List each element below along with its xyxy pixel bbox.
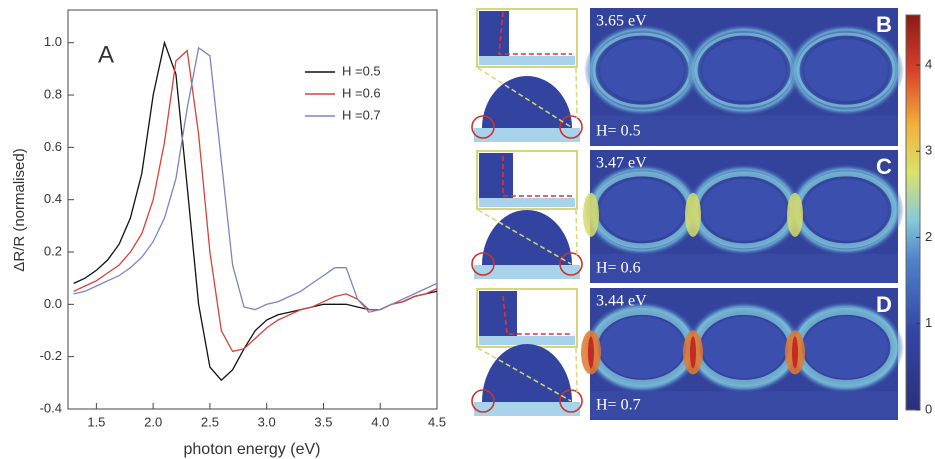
y-tick-label: -0.4 bbox=[40, 400, 62, 415]
map-height: H= 0.6 bbox=[596, 260, 641, 277]
zoom-guide bbox=[575, 67, 578, 119]
hot-core bbox=[792, 336, 798, 369]
map-energy: 3.44 eV bbox=[596, 293, 647, 310]
edge-mark bbox=[559, 252, 583, 276]
y-tick-label: -0.2 bbox=[40, 348, 62, 363]
zoom-guide bbox=[575, 209, 578, 256]
series-line bbox=[73, 49, 438, 353]
legend-label: H =0.7 bbox=[342, 107, 381, 122]
map-floor bbox=[590, 253, 898, 283]
x-tick-label: 1.5 bbox=[87, 414, 105, 429]
map-height: H= 0.7 bbox=[596, 397, 641, 414]
zoom-metal bbox=[479, 291, 517, 337]
hot-spot bbox=[685, 192, 701, 237]
map-energy: 3.65 eV bbox=[596, 13, 647, 30]
colorbar-tick-label: 4 bbox=[925, 56, 932, 71]
hot-spot bbox=[787, 192, 803, 237]
zoom-guide bbox=[477, 347, 572, 402]
zoom-angle bbox=[502, 156, 572, 197]
map-floor bbox=[590, 115, 898, 146]
field-core bbox=[600, 178, 684, 241]
substrate bbox=[474, 402, 580, 416]
dome bbox=[482, 76, 572, 128]
hot-core bbox=[690, 336, 696, 369]
plot-frame bbox=[67, 9, 438, 410]
panel-label: B bbox=[876, 12, 892, 37]
substrate bbox=[474, 128, 580, 142]
x-tick-label: 3.5 bbox=[314, 414, 332, 429]
hot-spot bbox=[583, 192, 599, 237]
edge-mark bbox=[471, 252, 495, 276]
zoom-angle bbox=[498, 11, 572, 55]
dome bbox=[482, 210, 572, 265]
zoom-guide bbox=[477, 67, 572, 128]
field-core bbox=[804, 178, 888, 241]
field-core bbox=[702, 39, 786, 102]
zoom-substrate bbox=[479, 56, 575, 65]
dome bbox=[482, 344, 572, 402]
edge-mark bbox=[471, 389, 495, 413]
hot-core bbox=[588, 336, 594, 369]
y-axis-label: ΔR/R (normalised) bbox=[11, 148, 28, 271]
map-energy: 3.47 eV bbox=[596, 155, 647, 172]
panel-label: C bbox=[876, 154, 892, 179]
colorbar-tick-label: 2 bbox=[925, 229, 932, 244]
substrate bbox=[474, 265, 580, 279]
series-line bbox=[73, 46, 438, 313]
line-chart: A photon energy (eV) ΔR/R (normalised) 1… bbox=[11, 9, 446, 458]
field-ring bbox=[796, 32, 896, 108]
field-core bbox=[804, 316, 888, 379]
field-core bbox=[600, 316, 684, 379]
edge-mark bbox=[559, 389, 583, 413]
series-line bbox=[73, 40, 438, 382]
colorbar-tick-label: 1 bbox=[925, 315, 932, 330]
zoom-substrate bbox=[479, 336, 575, 345]
x-axis-label: photon energy (eV) bbox=[184, 441, 321, 458]
field-core bbox=[702, 178, 786, 241]
edge-mark bbox=[559, 115, 583, 139]
legend-label: H =0.5 bbox=[342, 63, 381, 78]
x-tick-label: 2.5 bbox=[201, 414, 219, 429]
field-core bbox=[702, 316, 786, 379]
panel-label: A bbox=[98, 41, 114, 68]
edge-mark bbox=[471, 115, 495, 139]
x-tick-label: 4.0 bbox=[371, 414, 389, 429]
field-core bbox=[804, 39, 888, 102]
x-tick-label: 2.0 bbox=[144, 414, 162, 429]
panel-label: D bbox=[876, 292, 892, 317]
field-maps: 3.65 eV H= 0.5 B 3.47 eV H= 0.6 C 3.44 eV H= 0.… bbox=[471, 8, 932, 420]
map-floor bbox=[590, 390, 898, 420]
zoom-metal bbox=[479, 11, 509, 57]
colorbar-tick-label: 3 bbox=[925, 143, 932, 158]
colorbar bbox=[905, 14, 921, 411]
x-tick-label: 4.5 bbox=[428, 414, 446, 429]
y-tick-label: 1.0 bbox=[44, 34, 62, 49]
colorbar-tick-label: 0 bbox=[925, 401, 932, 416]
map-height: H= 0.5 bbox=[596, 123, 641, 140]
legend-label: H =0.6 bbox=[342, 85, 381, 100]
y-tick-label: 0.2 bbox=[44, 243, 62, 258]
y-tick-label: 0.0 bbox=[44, 296, 62, 311]
y-tick-label: 0.8 bbox=[44, 86, 62, 101]
zoom-angle bbox=[502, 295, 572, 335]
zoom-guide bbox=[575, 347, 578, 393]
zoom-substrate bbox=[479, 198, 575, 207]
y-tick-label: 0.4 bbox=[44, 191, 62, 206]
x-tick-label: 3.0 bbox=[258, 414, 276, 429]
zoom-guide bbox=[477, 209, 572, 265]
y-tick-label: 0.6 bbox=[44, 139, 62, 154]
zoom-metal bbox=[479, 153, 513, 199]
field-core bbox=[600, 39, 684, 102]
